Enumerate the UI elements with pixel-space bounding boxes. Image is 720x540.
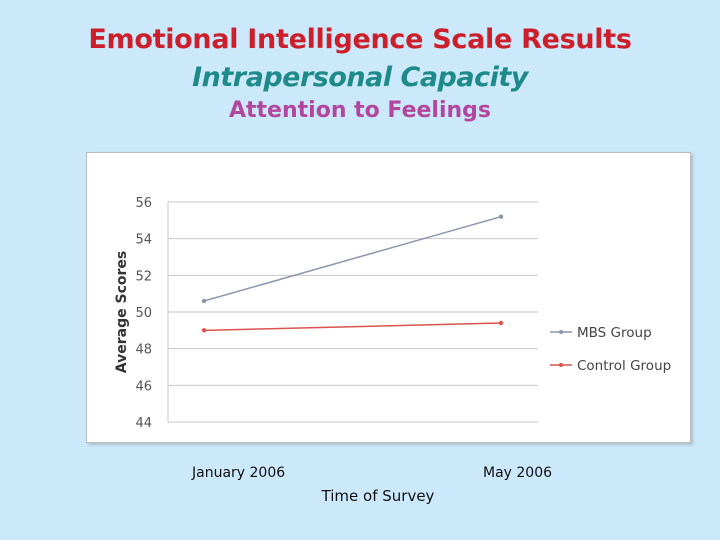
data-point-control-group-1 bbox=[498, 320, 504, 326]
x-axis-label: Time of Survey bbox=[321, 487, 435, 505]
chart-panel bbox=[86, 152, 691, 443]
data-point-control-group-0 bbox=[201, 328, 207, 333]
series-line-control-group bbox=[203, 322, 502, 332]
data-point-mbs-group-0 bbox=[201, 298, 207, 304]
slide-subtitle: Intrapersonal Capacity bbox=[192, 62, 528, 93]
legend: MBS Group Control Group bbox=[550, 325, 671, 374]
x-tick-label-may-2006: May 2006 bbox=[483, 465, 553, 481]
y-tick-label-48: 48 bbox=[135, 343, 152, 358]
y-tick-label-56: 56 bbox=[135, 196, 152, 211]
slide-title: Emotional Intelligence Scale Results bbox=[88, 24, 632, 55]
y-axis-label: Average Scores bbox=[114, 251, 130, 373]
legend-marker-control-group bbox=[559, 363, 563, 367]
legend-label-mbs-group: MBS Group bbox=[577, 325, 652, 341]
legend-marker-mbs-group bbox=[559, 330, 563, 334]
x-tick-label-january-2006: January 2006 bbox=[192, 465, 286, 481]
y-tick-label-46: 46 bbox=[135, 379, 152, 394]
y-tick-label-52: 52 bbox=[135, 269, 152, 284]
legend-label-control-group: Control Group bbox=[577, 358, 671, 374]
y-tick-label-44: 44 bbox=[135, 416, 152, 431]
y-tick-label-54: 54 bbox=[135, 233, 152, 248]
y-tick-label-50: 50 bbox=[135, 306, 152, 321]
series-line-mbs-group bbox=[203, 215, 502, 302]
y-tick-labels: 44 46 48 50 52 54 56 bbox=[135, 196, 152, 431]
slide-subsubtitle: Attention to Feelings bbox=[229, 98, 491, 123]
data-point-mbs-group-1 bbox=[498, 214, 504, 219]
gridlines bbox=[167, 201, 538, 423]
series-lines bbox=[201, 214, 504, 333]
